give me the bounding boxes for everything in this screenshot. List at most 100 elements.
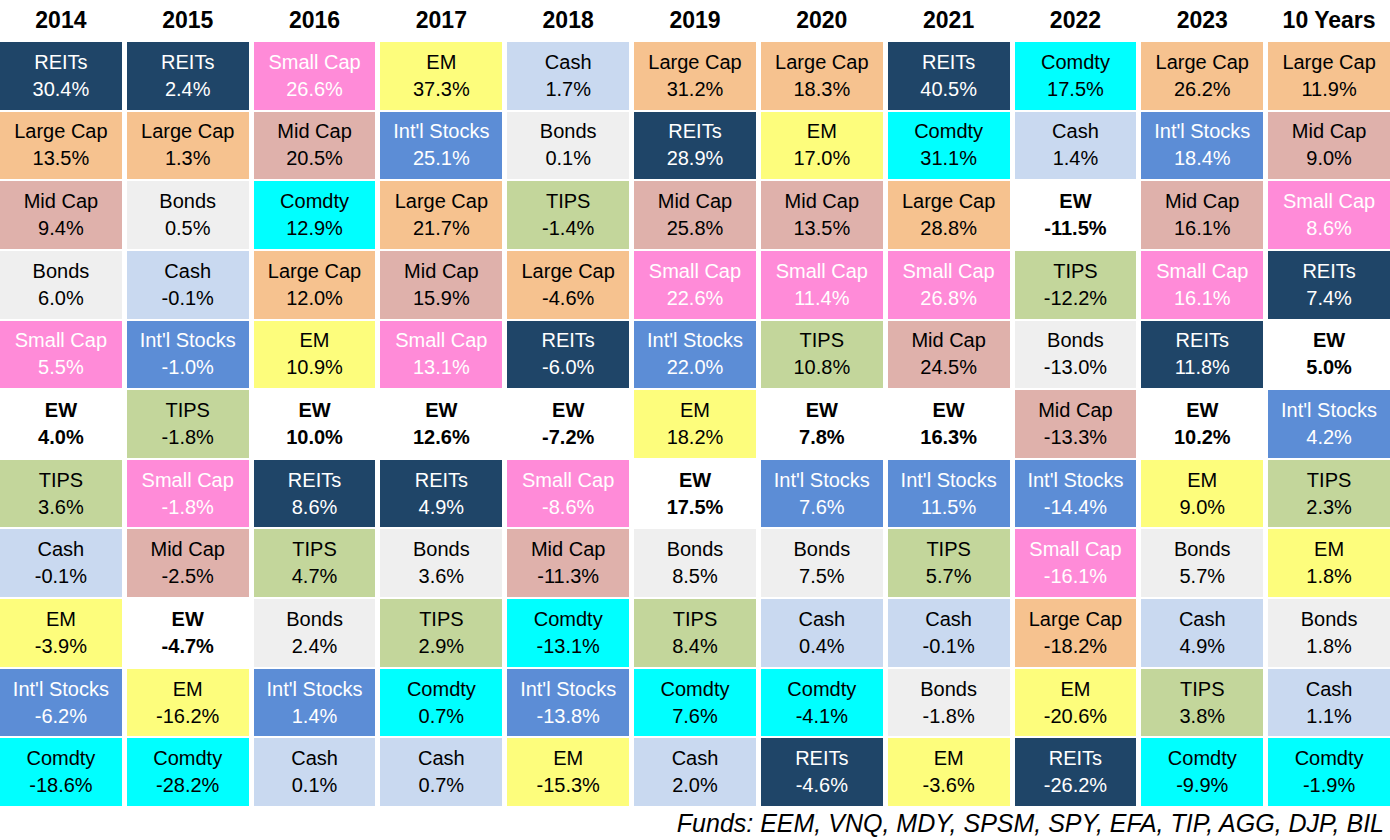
return-value: 4.9% <box>380 494 502 521</box>
return-cell: REITs2.4% <box>127 42 249 110</box>
return-cell: Small Cap8.6% <box>1268 181 1390 249</box>
return-cell: EW-7.2% <box>507 390 629 458</box>
return-cell: Small Cap-1.8% <box>127 460 249 528</box>
return-cell: EM17.0% <box>761 112 883 180</box>
asset-label: Cash <box>1141 606 1263 633</box>
return-cell: Small Cap22.6% <box>634 251 756 319</box>
return-value: -13.0% <box>1015 354 1137 381</box>
return-value: 16.3% <box>888 424 1010 451</box>
asset-label: EW <box>380 397 502 424</box>
return-value: 7.6% <box>761 494 883 521</box>
return-value: 40.5% <box>888 76 1010 103</box>
asset-label: Comdty <box>888 118 1010 145</box>
return-cell: REITs8.6% <box>254 460 376 528</box>
asset-label: Int'l Stocks <box>888 467 1010 494</box>
return-value: 9.4% <box>0 215 122 242</box>
return-value: 16.1% <box>1141 285 1263 312</box>
return-value: 0.4% <box>761 633 883 660</box>
return-cell: EW4.0% <box>0 390 122 458</box>
return-cell: Bonds5.7% <box>1141 529 1263 597</box>
asset-label: Small Cap <box>888 258 1010 285</box>
asset-label: Int'l Stocks <box>1268 397 1390 424</box>
return-cell: EW7.8% <box>761 390 883 458</box>
return-cell: EW-11.5% <box>1015 181 1137 249</box>
return-value: 26.8% <box>888 285 1010 312</box>
return-cell: Comdty0.7% <box>380 669 502 737</box>
return-value: 1.1% <box>1268 703 1390 730</box>
return-cell: Mid Cap24.5% <box>888 321 1010 389</box>
return-cell: Comdty-9.9% <box>1141 738 1263 806</box>
return-value: 22.6% <box>634 285 756 312</box>
asset-label: Cash <box>761 606 883 633</box>
return-value: 5.7% <box>1141 563 1263 590</box>
asset-label: REITs <box>127 49 249 76</box>
return-cell: Cash1.7% <box>507 42 629 110</box>
return-value: -14.4% <box>1015 494 1137 521</box>
return-value: 3.8% <box>1141 703 1263 730</box>
return-cell: Cash0.1% <box>254 738 376 806</box>
return-cell: Mid Cap20.5% <box>254 112 376 180</box>
year-header: 2021 <box>888 0 1010 40</box>
return-cell: EW-4.7% <box>127 599 249 667</box>
return-value: -1.0% <box>127 354 249 381</box>
asset-label: EM <box>380 49 502 76</box>
asset-label: Bonds <box>254 606 376 633</box>
return-cell: TIPS2.3% <box>1268 460 1390 528</box>
return-value: 17.0% <box>761 145 883 172</box>
year-header: 2014 <box>0 0 122 40</box>
return-cell: EM10.9% <box>254 321 376 389</box>
return-cell: Large Cap-18.2% <box>1015 599 1137 667</box>
asset-label: Mid Cap <box>1141 188 1263 215</box>
asset-label: Mid Cap <box>761 188 883 215</box>
return-cell: Small Cap-16.1% <box>1015 529 1137 597</box>
return-cell: Large Cap21.7% <box>380 181 502 249</box>
asset-label: Comdty <box>1268 745 1390 772</box>
asset-label: EW <box>888 397 1010 424</box>
asset-label: Large Cap <box>0 118 122 145</box>
return-cell: EM-3.6% <box>888 738 1010 806</box>
return-value: -4.6% <box>507 285 629 312</box>
return-value: 10.8% <box>761 354 883 381</box>
return-cell: TIPS4.7% <box>254 529 376 597</box>
return-value: 0.1% <box>507 145 629 172</box>
asset-label: REITs <box>761 745 883 772</box>
return-value: -18.6% <box>0 772 122 799</box>
return-cell: Large Cap-4.6% <box>507 251 629 319</box>
year-header: 2017 <box>380 0 502 40</box>
return-value: 4.2% <box>1268 424 1390 451</box>
return-value: -9.9% <box>1141 772 1263 799</box>
asset-label: Cash <box>0 536 122 563</box>
return-value: 28.8% <box>888 215 1010 242</box>
asset-label: Bonds <box>0 258 122 285</box>
return-cell: Int'l Stocks18.4% <box>1141 112 1263 180</box>
return-cell: Mid Cap-2.5% <box>127 529 249 597</box>
return-cell: Bonds0.5% <box>127 181 249 249</box>
asset-label: Cash <box>254 745 376 772</box>
return-value: -1.8% <box>127 424 249 451</box>
asset-label: Mid Cap <box>507 536 629 563</box>
return-value: -4.6% <box>761 772 883 799</box>
return-cell: EW12.6% <box>380 390 502 458</box>
return-cell: Int'l Stocks25.1% <box>380 112 502 180</box>
asset-label: Bonds <box>761 536 883 563</box>
asset-label: Int'l Stocks <box>634 327 756 354</box>
asset-label: EW <box>127 606 249 633</box>
asset-label: EM <box>0 606 122 633</box>
return-value: -18.2% <box>1015 633 1137 660</box>
return-value: 20.5% <box>254 145 376 172</box>
return-value: 3.6% <box>0 494 122 521</box>
asset-label: EW <box>634 467 756 494</box>
return-cell: Bonds0.1% <box>507 112 629 180</box>
asset-label: Mid Cap <box>254 118 376 145</box>
return-cell: Mid Cap9.0% <box>1268 112 1390 180</box>
return-value: -11.3% <box>507 563 629 590</box>
return-cell: Comdty-13.1% <box>507 599 629 667</box>
return-cell: REITs28.9% <box>634 112 756 180</box>
asset-label: Large Cap <box>761 49 883 76</box>
return-value: 18.3% <box>761 76 883 103</box>
return-value: 8.6% <box>1268 215 1390 242</box>
return-value: -1.9% <box>1268 772 1390 799</box>
return-cell: EW10.0% <box>254 390 376 458</box>
asset-label: TIPS <box>634 606 756 633</box>
return-value: 13.1% <box>380 354 502 381</box>
